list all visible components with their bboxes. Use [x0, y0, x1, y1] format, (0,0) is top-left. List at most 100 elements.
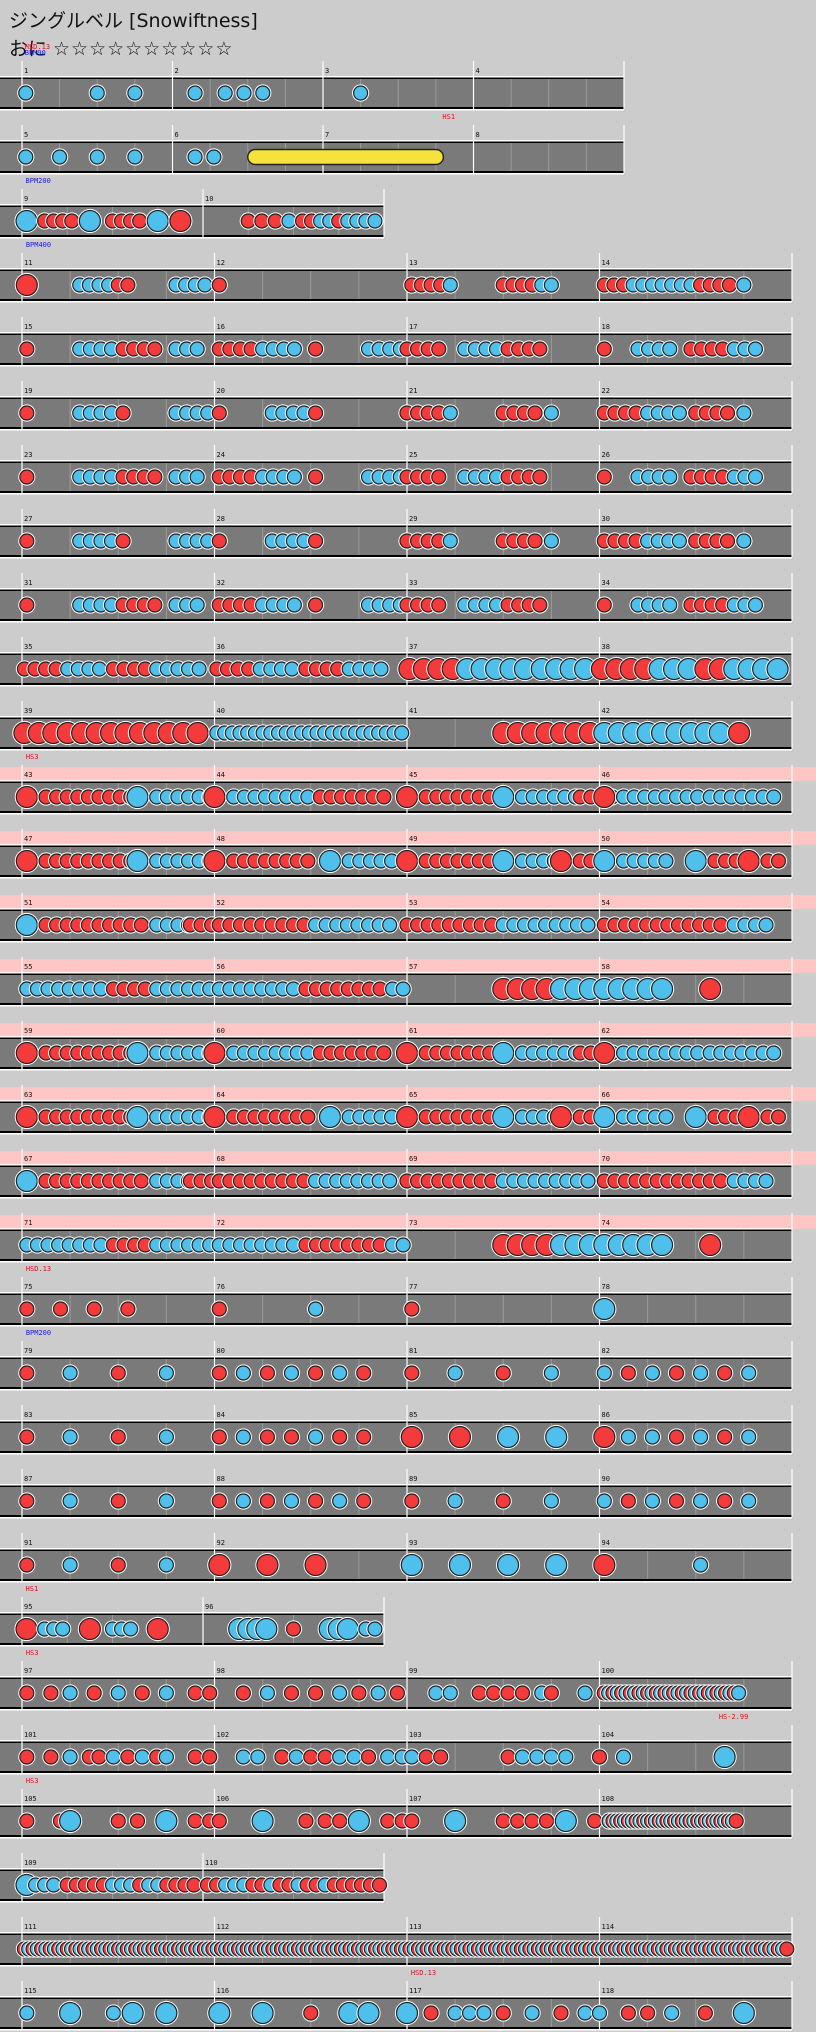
- chart-row: 105 106 107 108 HS3: [0, 1777, 793, 1839]
- gogo-band: [0, 959, 816, 973]
- measure-number: 50: [602, 835, 610, 843]
- don-note: [495, 1493, 511, 1509]
- bpm-label: BPM200: [26, 1329, 51, 1337]
- measure-number: 33: [409, 579, 417, 587]
- big-don-note: [203, 785, 226, 809]
- chart-row: 83 84 85 86: [0, 1405, 793, 1455]
- ka-note: [189, 341, 205, 357]
- ka-note: [367, 213, 383, 229]
- ka-note: [62, 1685, 78, 1701]
- bpm-label: BPM90: [25, 49, 46, 57]
- measure-number: 93: [409, 1539, 417, 1547]
- don-note: [356, 1429, 372, 1445]
- big-ka-note: [593, 849, 616, 873]
- measure-number: 100: [602, 1667, 615, 1675]
- don-note: [110, 1813, 126, 1829]
- lane-bottom-highlight: [0, 621, 792, 623]
- ka-note: [307, 1301, 324, 1317]
- ka-note: [741, 1429, 757, 1445]
- bpm-label: BPM200: [26, 177, 51, 185]
- measure-number: 63: [24, 1091, 32, 1099]
- ka-note: [747, 341, 764, 357]
- measure-number: 37: [409, 643, 417, 651]
- measure-number: 77: [409, 1283, 417, 1291]
- ka-note: [543, 533, 559, 549]
- measure-number: 113: [409, 1923, 422, 1931]
- measure-number: 55: [24, 963, 32, 971]
- ka-note: [596, 1493, 612, 1509]
- measure-number: 3: [325, 67, 329, 75]
- don-note: [211, 1429, 227, 1445]
- gogo-band: [0, 1087, 816, 1101]
- don-note: [317, 1749, 333, 1765]
- don-note: [360, 1749, 377, 1765]
- measure-number: 26: [602, 451, 610, 459]
- ka-note: [692, 1365, 709, 1381]
- ka-note: [736, 277, 752, 293]
- ka-note: [158, 1557, 174, 1573]
- don-note: [620, 1365, 636, 1381]
- measure-number: 97: [24, 1667, 32, 1675]
- don-note: [254, 213, 270, 229]
- ka-note: [442, 533, 458, 549]
- ka-note: [250, 1749, 266, 1765]
- don-note: [524, 1813, 540, 1829]
- big-ka-note: [126, 849, 149, 873]
- ka-note: [255, 85, 271, 101]
- don-note: [371, 1877, 388, 1893]
- lane-top-highlight: [0, 1228, 792, 1230]
- don-note: [19, 405, 35, 421]
- gogo-band: [0, 1151, 816, 1165]
- lane: [0, 1551, 792, 1579]
- ka-note: [447, 1365, 463, 1381]
- ka-note: [461, 2005, 478, 2021]
- don-note: [303, 2005, 319, 2021]
- ka-note: [615, 1749, 632, 1765]
- measure-number: 107: [409, 1795, 422, 1803]
- ka-note: [662, 597, 678, 613]
- big-don-note: [203, 1105, 226, 1129]
- measure-number: 57: [409, 963, 417, 971]
- measure-number: 110: [205, 1859, 218, 1867]
- lane-top-highlight: [0, 908, 792, 910]
- lane-bottom-highlight: [0, 813, 792, 815]
- big-don-note: [78, 1617, 101, 1641]
- don-note: [307, 533, 324, 549]
- measure-number: 41: [409, 707, 417, 715]
- measure-number: 42: [602, 707, 610, 715]
- big-ka-note: [448, 1553, 472, 1577]
- measure-number: 68: [217, 1155, 225, 1163]
- ka-note: [580, 1173, 596, 1189]
- don-note: [187, 1685, 203, 1701]
- big-ka-note: [713, 1745, 736, 1769]
- big-don-note: [15, 1105, 38, 1129]
- big-don-note: [448, 1425, 472, 1449]
- ka-note: [346, 1749, 362, 1765]
- don-note: [202, 1685, 218, 1701]
- ka-note: [404, 1749, 420, 1765]
- don-note: [43, 1685, 59, 1701]
- measure-number: 87: [24, 1475, 32, 1483]
- don-note: [259, 1493, 276, 1509]
- measure-number: 45: [409, 771, 417, 779]
- big-ka-note: [492, 1041, 515, 1065]
- lane-top-highlight: [0, 140, 624, 142]
- don-note: [500, 1685, 516, 1701]
- big-ka-note: [492, 1105, 515, 1129]
- don-note: [300, 1109, 316, 1125]
- big-don-note: [256, 1553, 279, 1577]
- measure-number: 52: [217, 899, 225, 907]
- ka-note: [206, 149, 222, 165]
- ka-note: [380, 1749, 396, 1765]
- don-note: [240, 213, 256, 229]
- chart-row: 97 98 99 100 HS3: [0, 1649, 793, 1711]
- lane-top-highlight: [0, 1548, 792, 1550]
- measure-number: 5: [24, 131, 28, 139]
- hs-label: HS1: [442, 113, 455, 121]
- lane-top-highlight: [0, 1676, 792, 1678]
- lane-top-highlight: [0, 972, 792, 974]
- big-don-note: [203, 1041, 226, 1065]
- don-note: [538, 1813, 555, 1829]
- measure-number: 83: [24, 1411, 32, 1419]
